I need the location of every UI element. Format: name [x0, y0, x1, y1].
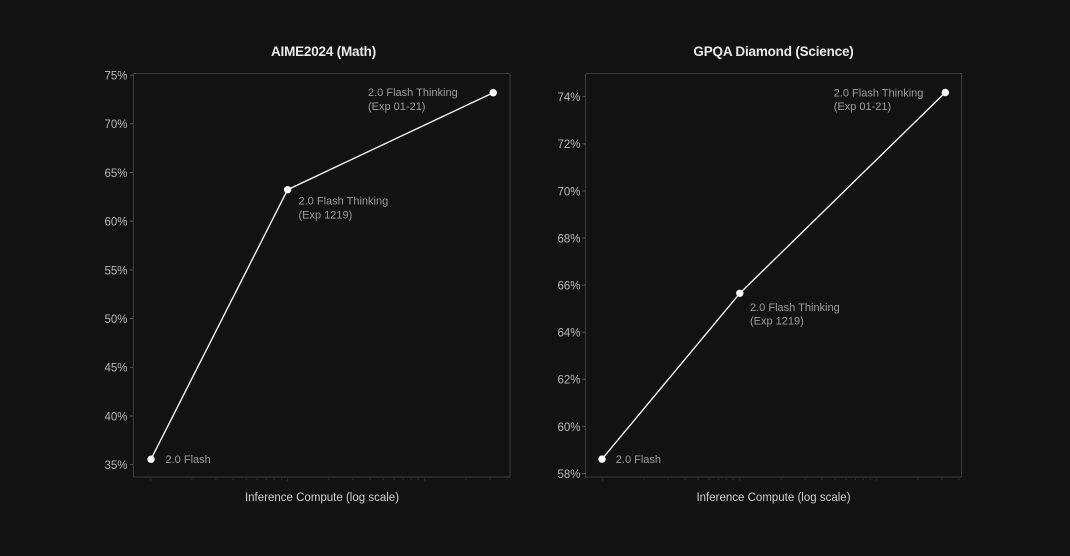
svg-text:62%: 62%	[557, 375, 580, 387]
svg-text:2.0 Flash Thinking: 2.0 Flash Thinking	[299, 196, 389, 208]
svg-text:AIME2024 (Math): AIME2024 (Math)	[271, 44, 376, 59]
svg-text:(Exp 1219): (Exp 1219)	[750, 316, 804, 328]
svg-text:60%: 60%	[557, 422, 580, 434]
svg-text:66%: 66%	[557, 281, 580, 293]
svg-text:40%: 40%	[104, 411, 127, 423]
svg-text:74%: 74%	[557, 92, 580, 104]
svg-text:70%: 70%	[557, 186, 580, 198]
svg-text:60%: 60%	[104, 217, 127, 229]
svg-text:2.0 Flash Thinking: 2.0 Flash Thinking	[750, 302, 840, 314]
svg-text:Inference Compute (log scale): Inference Compute (log scale)	[245, 492, 399, 504]
svg-text:2.0 Flash Thinking: 2.0 Flash Thinking	[368, 87, 458, 99]
svg-text:58%: 58%	[557, 469, 580, 481]
svg-text:65%: 65%	[104, 168, 127, 180]
svg-text:(Exp 01-21): (Exp 01-21)	[368, 101, 425, 113]
svg-text:2.0 Flash Thinking: 2.0 Flash Thinking	[834, 88, 924, 100]
svg-text:68%: 68%	[557, 233, 580, 245]
svg-text:35%: 35%	[104, 460, 127, 472]
svg-text:50%: 50%	[104, 314, 127, 326]
svg-text:GPQA Diamond (Science): GPQA Diamond (Science)	[693, 44, 853, 59]
svg-text:55%: 55%	[104, 265, 127, 277]
svg-text:2.0 Flash: 2.0 Flash	[166, 454, 211, 466]
svg-text:(Exp 1219): (Exp 1219)	[299, 209, 353, 221]
svg-text:72%: 72%	[557, 139, 580, 151]
svg-text:(Exp 01-21): (Exp 01-21)	[834, 101, 891, 113]
svg-text:64%: 64%	[557, 328, 580, 340]
svg-text:70%: 70%	[104, 119, 127, 131]
svg-text:75%: 75%	[104, 71, 127, 83]
svg-text:Inference Compute (log scale): Inference Compute (log scale)	[696, 492, 850, 504]
svg-text:45%: 45%	[104, 363, 127, 375]
svg-text:2.0 Flash: 2.0 Flash	[616, 454, 661, 466]
